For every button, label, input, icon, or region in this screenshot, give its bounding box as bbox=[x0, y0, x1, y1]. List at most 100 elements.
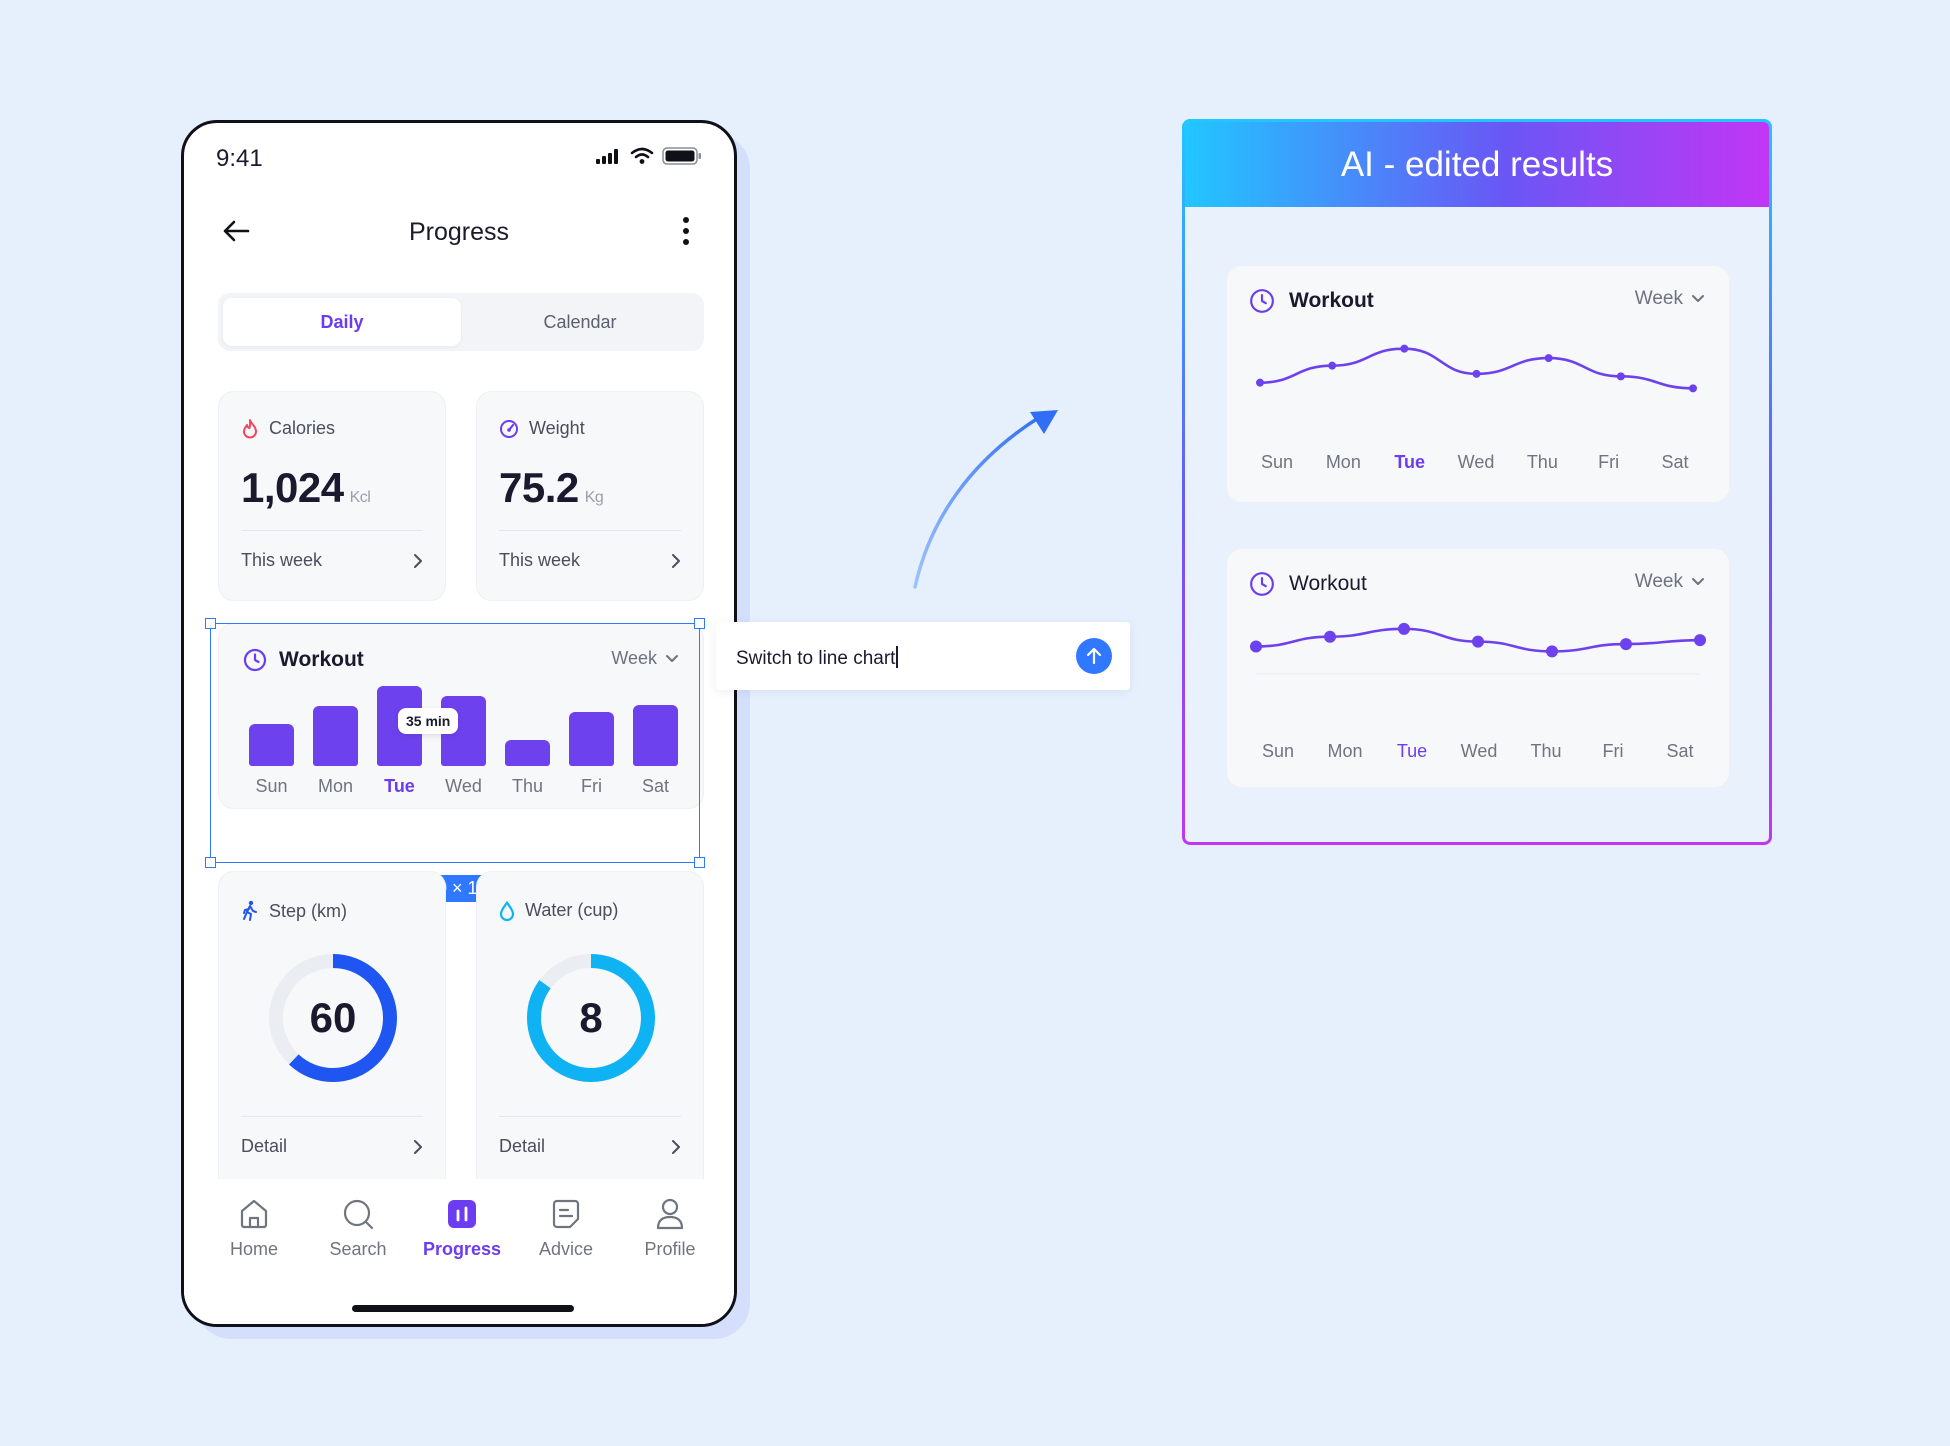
chart-1-series-line bbox=[1259, 347, 1694, 390]
calories-footer-label: This week bbox=[241, 550, 323, 570]
weight-card: Weight 75.2 Kg This week bbox=[476, 391, 704, 601]
walking-icon bbox=[243, 900, 257, 921]
ai-workout-card-1[interactable]: Workout Week Sun Mon Tue Wed Thu Fri Sat bbox=[1226, 265, 1730, 503]
chart-1-point-tue[interactable] bbox=[1400, 344, 1409, 353]
chart-2-point-wed[interactable] bbox=[1472, 635, 1484, 648]
weight-this-week-link[interactable]: This week bbox=[499, 550, 681, 571]
ai-line-chart-2 bbox=[1250, 622, 1706, 675]
chart-bar-icon bbox=[448, 1200, 476, 1228]
chart-1-point-fri[interactable] bbox=[1616, 372, 1625, 381]
chart-2-point-tue[interactable] bbox=[1398, 622, 1410, 635]
status-time: 9:41 bbox=[216, 145, 263, 172]
chart-2-day-label-sat: Sat bbox=[1666, 741, 1694, 761]
battery-icon bbox=[662, 147, 701, 165]
status-icons bbox=[596, 147, 702, 165]
tab-profile-label: Profile bbox=[644, 1239, 696, 1259]
resize-handle[interactable] bbox=[205, 618, 216, 629]
arrow-left-icon bbox=[223, 220, 250, 242]
tab-advice-label: Advice bbox=[538, 1239, 594, 1259]
chart-1-point-sat[interactable] bbox=[1689, 384, 1697, 393]
status-bar: 9:41 bbox=[184, 123, 734, 193]
chevron-right-icon bbox=[414, 553, 422, 568]
more-vertical-icon bbox=[683, 217, 689, 245]
chevron-right-icon bbox=[672, 553, 680, 568]
water-progress-ring bbox=[527, 954, 655, 1082]
calories-unit: Kcl bbox=[349, 489, 371, 506]
prompt-text-row[interactable]: Switch to line chart bbox=[736, 646, 898, 670]
workout-card[interactable]: Workout Week Sun Mon Tue Wed Thu Fri Sat 35 mi… bbox=[218, 623, 704, 809]
weight-value: 75.2 bbox=[499, 464, 579, 511]
chart-2-point-thu[interactable] bbox=[1546, 645, 1558, 658]
ai-prompt-box[interactable]: Switch to line chart bbox=[716, 622, 1130, 690]
tab-progress[interactable]: Progress bbox=[410, 1197, 514, 1260]
chart-1-day-label-thu: Thu bbox=[1526, 452, 1558, 472]
workout-period-dropdown[interactable]: Week bbox=[611, 648, 679, 669]
chart-1-day-label-mon: Mon bbox=[1325, 452, 1361, 472]
chevron-right-icon bbox=[414, 1139, 422, 1154]
divider bbox=[241, 1116, 423, 1117]
workout-day-label-wed: Wed bbox=[445, 776, 482, 796]
water-label-row: Water (cup) bbox=[499, 900, 618, 921]
chart-2-point-sun[interactable] bbox=[1250, 640, 1262, 653]
ai-workout-card-2[interactable]: Workout Week Sun Mon Tue Wed Thu Fri Sat bbox=[1226, 548, 1730, 788]
ai-card-2-period-dropdown[interactable]: Week bbox=[1635, 571, 1705, 593]
workout-bar-mon[interactable] bbox=[313, 706, 358, 766]
workout-bar-thu[interactable] bbox=[505, 740, 550, 766]
chart-2-point-fri[interactable] bbox=[1620, 638, 1632, 651]
chart-1-point-sun[interactable] bbox=[1256, 378, 1264, 387]
tab-search-label: Search bbox=[329, 1239, 387, 1259]
water-detail-link[interactable]: Detail bbox=[499, 1136, 681, 1157]
flame-icon bbox=[243, 418, 257, 438]
steps-label-row: Step (km) bbox=[241, 900, 347, 922]
workout-bar-sun[interactable] bbox=[249, 724, 294, 766]
chart-1-point-mon[interactable] bbox=[1328, 361, 1337, 370]
chart-2-point-mon[interactable] bbox=[1324, 630, 1336, 643]
tab-search[interactable]: Search bbox=[306, 1197, 410, 1260]
ai-results-body: AI - edited results Workout Week Sun Mon T… bbox=[1185, 122, 1769, 842]
steps-detail-link[interactable]: Detail bbox=[241, 1136, 423, 1157]
chart-2-point-sat[interactable] bbox=[1694, 634, 1706, 647]
chevron-right-icon bbox=[672, 1139, 680, 1154]
segment-calendar[interactable]: Calendar bbox=[543, 311, 617, 332]
back-button[interactable] bbox=[216, 211, 256, 251]
steps-progress-ring bbox=[269, 954, 397, 1082]
calories-value: 1,024 bbox=[241, 464, 344, 511]
tab-home-label: Home bbox=[229, 1239, 278, 1259]
text-caret bbox=[896, 646, 898, 668]
ai-card-2-title: Workout bbox=[1289, 572, 1367, 595]
water-footer-label: Detail bbox=[499, 1136, 546, 1156]
signal-icon bbox=[596, 149, 618, 164]
send-button[interactable] bbox=[1076, 638, 1112, 674]
weight-unit: Kg bbox=[584, 489, 604, 506]
tab-profile[interactable]: Profile bbox=[618, 1197, 722, 1260]
clock-icon bbox=[1250, 572, 1274, 596]
prompt-input[interactable]: Switch to line chart bbox=[736, 648, 896, 669]
resize-handle[interactable] bbox=[694, 857, 705, 868]
workout-bar-sat[interactable] bbox=[633, 705, 678, 766]
chart-1-point-wed[interactable] bbox=[1472, 369, 1481, 378]
resize-handle[interactable] bbox=[205, 857, 216, 868]
phone-frame: 9:41 Progress bbox=[181, 120, 737, 1327]
water-value: 8 bbox=[579, 994, 603, 1041]
document-icon bbox=[552, 1199, 580, 1229]
chevron-down-icon bbox=[1692, 578, 1704, 585]
clock-icon bbox=[1250, 289, 1274, 313]
workout-bar-fri[interactable] bbox=[569, 712, 614, 766]
workout-day-label-tue: Tue bbox=[384, 776, 415, 796]
calories-this-week-link[interactable]: This week bbox=[241, 550, 423, 571]
gauge-icon bbox=[500, 419, 518, 438]
search-icon bbox=[343, 1199, 374, 1230]
tab-home[interactable]: Home bbox=[202, 1197, 306, 1260]
ai-card-1-period-dropdown[interactable]: Week bbox=[1635, 288, 1705, 310]
weight-label-row: Weight bbox=[499, 418, 585, 439]
workout-period-value: Week bbox=[611, 648, 657, 668]
chevron-down-icon bbox=[666, 654, 678, 662]
ai-card-2-title-row: Workout bbox=[1249, 571, 1367, 597]
tab-advice[interactable]: Advice bbox=[514, 1197, 618, 1260]
divider bbox=[499, 1116, 681, 1117]
steps-value: 60 bbox=[309, 994, 357, 1041]
more-options-button[interactable] bbox=[674, 211, 698, 251]
workout-day-label-sun: Sun bbox=[255, 776, 288, 796]
segment-daily[interactable]: Daily bbox=[223, 298, 461, 346]
chart-1-point-thu[interactable] bbox=[1544, 354, 1553, 363]
